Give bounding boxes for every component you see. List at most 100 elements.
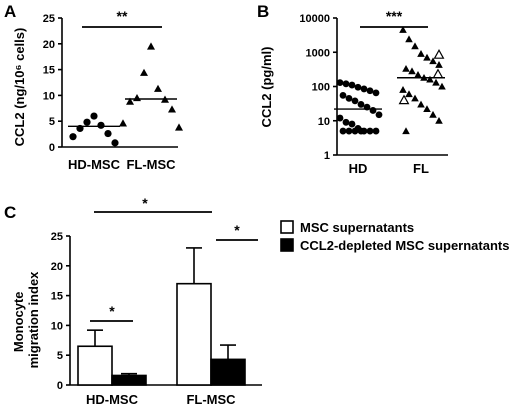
panel-b-point <box>417 100 425 108</box>
panel-b-point <box>429 57 437 65</box>
panel-a-y-tick-label: 25 <box>43 13 55 25</box>
panel-a-significance: ** <box>117 8 128 24</box>
legend-label-msc: MSC supernatants <box>300 220 414 235</box>
panel-c-y-label-line1: Monocyte migration index <box>11 271 41 369</box>
panel-b-point <box>342 118 350 126</box>
panel-a-point <box>97 121 105 129</box>
panel-b-label: B <box>257 2 269 21</box>
panel-b-point <box>366 87 374 95</box>
panel-a-y-tick-label: 5 <box>49 116 55 128</box>
panel-a-point <box>154 84 162 92</box>
legend: MSC supernatants CCL2-depleted MSC super… <box>280 220 509 253</box>
panel-b-point <box>372 127 380 135</box>
panel-b-point <box>423 53 431 61</box>
panel-b-point <box>423 105 431 113</box>
panel-c-y-label: Monocyte <box>11 291 26 352</box>
panel-c-bar: Monocyte migration index 0 5 10 15 20 25 HD-MS… <box>11 195 262 407</box>
panel-b-point <box>429 110 437 118</box>
panel-b-y-tick-label: 10000 <box>299 13 330 25</box>
legend-swatch-msc <box>280 220 294 234</box>
legend-label-depleted: CCL2-depleted MSC supernatants <box>300 238 509 253</box>
panel-b-point <box>411 94 419 102</box>
panel-b-point <box>354 83 362 91</box>
panel-b-point <box>405 90 413 98</box>
panel-c-significance-label: * <box>142 195 148 211</box>
panel-b-point <box>339 91 347 99</box>
panel-c-y-label-line2: migration index <box>26 271 41 369</box>
panel-b-y-tick-label: 10 <box>318 116 330 128</box>
panel-b-point <box>399 26 407 33</box>
panel-b-point <box>336 79 344 86</box>
panel-a-y-tick-label: 10 <box>43 90 55 102</box>
panel-b-open-point <box>432 68 444 79</box>
panel-b-point <box>351 97 359 105</box>
panel-a-point <box>175 123 183 131</box>
panel-b-point <box>432 78 440 86</box>
panel-b-point <box>351 127 359 135</box>
panel-b-category-label: FL <box>413 161 429 176</box>
panel-c-bar <box>210 358 246 386</box>
panel-a-point <box>168 105 176 113</box>
panel-c-y-tick-label: 20 <box>51 261 63 273</box>
panel-c-y-tick-label: 15 <box>51 291 63 303</box>
panel-a-scatter: CCL2 (ng/10⁶ cells) ** 0 5 10 15 20 25 HD-MSC F… <box>12 8 183 172</box>
panel-b-point <box>408 67 416 75</box>
legend-swatch-depleted <box>280 238 294 252</box>
panel-a-point <box>140 68 148 76</box>
panel-c-significance-label: * <box>109 303 115 319</box>
panel-c-label: C <box>4 203 16 222</box>
panel-b-point <box>438 82 446 90</box>
panel-b-point <box>339 127 347 135</box>
panel-a-point <box>133 93 141 102</box>
panel-b-point <box>342 80 350 88</box>
panel-a-point <box>111 139 119 147</box>
panel-b-point <box>336 114 344 122</box>
panel-b-point <box>402 64 410 72</box>
panel-c-significance-label: * <box>234 222 240 238</box>
panel-a-y-tick-label: 20 <box>43 39 55 51</box>
panel-b-y-label: CCL2 (pg/ml) <box>259 47 274 128</box>
panel-b-y-tick-label: 1000 <box>306 47 330 59</box>
panel-c-y-tick-label: 5 <box>57 350 63 362</box>
panel-a-label: A <box>4 2 16 21</box>
panel-a-category-label: FL-MSC <box>126 157 176 172</box>
panel-b-point <box>366 127 374 135</box>
panel-b-point <box>360 85 368 93</box>
panel-a-y-tick-label: 0 <box>49 142 55 154</box>
panel-b-open-point <box>398 94 410 105</box>
panel-b-point <box>414 70 422 78</box>
panel-a-point <box>104 129 112 138</box>
panel-b-point <box>348 81 356 89</box>
panel-b-scatter: CCL2 (pg/ml) *** 1 10 100 1000 10000 HD FL <box>259 8 448 176</box>
panel-b-point <box>435 61 443 68</box>
panel-b-point <box>402 127 410 135</box>
panel-a-y-label: CCL2 (ng/10⁶ cells) <box>12 28 27 147</box>
panel-b-point <box>369 107 377 114</box>
panel-a-point <box>147 42 155 50</box>
panel-b-point <box>375 111 383 119</box>
panel-a-y-tick-label: 15 <box>43 65 55 77</box>
panel-b-point <box>345 127 353 135</box>
panel-b-point <box>372 89 380 97</box>
panel-b-y-tick-label: 1 <box>324 150 330 162</box>
panel-c-bar <box>176 282 212 386</box>
panel-a-point <box>119 119 127 127</box>
panel-c-bar <box>111 374 147 386</box>
panel-a-point <box>126 97 134 105</box>
panel-c-y-tick-label: 0 <box>57 380 63 392</box>
panel-a-category-label: HD-MSC <box>68 157 121 172</box>
panel-a-point <box>83 118 91 126</box>
panel-c-bar <box>77 345 113 386</box>
panel-a-point <box>69 133 77 141</box>
panel-c-y-tick-label: 25 <box>51 231 63 243</box>
panel-b-open-point <box>433 49 445 59</box>
panel-b-point <box>345 94 353 102</box>
panel-b-significance: *** <box>386 8 403 24</box>
panel-b-point <box>417 50 425 57</box>
panel-c-category-label: HD-MSC <box>86 392 139 407</box>
panel-c-category-label: FL-MSC <box>186 392 236 407</box>
panel-b-point <box>348 120 356 128</box>
panel-b-point <box>357 101 365 108</box>
panel-b-point <box>411 42 419 50</box>
